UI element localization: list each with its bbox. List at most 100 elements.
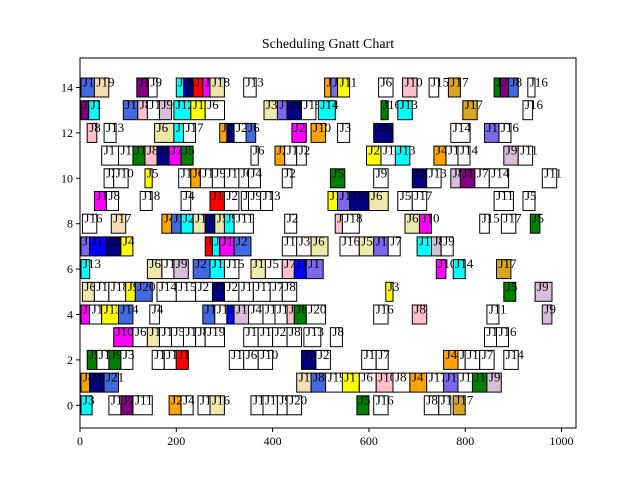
task-bar [373, 304, 389, 325]
task-label: J8 [414, 302, 426, 317]
task-label: J1 [104, 143, 116, 158]
task-label: J14 [453, 120, 472, 135]
task-label: J6 [253, 143, 265, 158]
task-bar [113, 168, 129, 189]
task-label: J8 [198, 324, 210, 339]
task-bar [209, 395, 225, 416]
task-label: J3 [340, 120, 352, 135]
task-label: J2 [284, 165, 296, 180]
task-label: J13 [246, 75, 264, 90]
y-tick-label: 14 [61, 81, 73, 95]
task-bar [503, 281, 517, 302]
task-label: J6 [246, 347, 258, 362]
task-label: J2 [236, 233, 248, 248]
task-bar [159, 100, 172, 121]
task-label: J4 [183, 188, 195, 203]
task-label: J6 [84, 279, 96, 294]
task-label: J4 [436, 143, 448, 158]
x-tick-label: 0 [77, 434, 83, 448]
task-bar [498, 122, 512, 143]
task-bar [118, 304, 134, 325]
task-label: J9 [227, 211, 239, 226]
task-bar [175, 349, 189, 370]
task-label: J5 [532, 211, 544, 226]
task-label: J4 [251, 302, 263, 317]
y-tick-label: 4 [67, 308, 73, 322]
task-bar [310, 122, 327, 143]
task-bar [303, 327, 322, 348]
task-bar [204, 327, 225, 348]
task-label: J9 [544, 302, 556, 317]
task-bar [541, 304, 553, 325]
task-label: J1 [344, 370, 356, 385]
task-bar [120, 236, 134, 257]
task-label: J11 [236, 211, 254, 226]
task-bar [522, 191, 536, 211]
x-tick-label: 400 [264, 434, 282, 448]
task-bar [301, 100, 317, 121]
task-bar [447, 77, 461, 98]
task-bar [173, 259, 189, 280]
task-bar [428, 77, 440, 98]
task-label: J2 [287, 211, 299, 226]
task-label: J2 [299, 143, 311, 158]
task-label: J18 [142, 188, 160, 203]
task-label: J9 [150, 75, 162, 90]
task-bar [527, 77, 536, 98]
task-bar [452, 395, 466, 416]
task-bar [341, 213, 360, 234]
task-bar [452, 259, 466, 280]
task-label: J4 [251, 165, 263, 180]
task-bar [496, 327, 509, 348]
task-bar [132, 395, 153, 416]
task-label: J5 [525, 188, 537, 203]
task-bar [296, 145, 307, 166]
task-label: J7 [482, 347, 494, 362]
task-label: J8 [313, 370, 325, 385]
task-bar [411, 191, 428, 211]
task-label: J17 [414, 188, 433, 203]
task-label: J2 [106, 165, 118, 180]
task-label: J8 [89, 120, 101, 135]
task-bar [385, 281, 394, 302]
task-label: J8 [332, 324, 344, 339]
task-label: J9 [128, 279, 140, 294]
task-label: J15 [178, 279, 196, 294]
task-bar [233, 236, 252, 257]
task-label: J3 [123, 347, 135, 362]
task-label: J8 [511, 75, 523, 90]
task-label: J17 [450, 75, 469, 90]
task-bar [180, 145, 194, 166]
task-bar [80, 259, 91, 280]
task-label: J5 [183, 143, 195, 158]
task-bar [329, 168, 346, 189]
task-bar [286, 395, 303, 416]
task-label: J13 [104, 302, 122, 317]
task-label: J1 [92, 233, 104, 248]
task-label: J11 [135, 392, 153, 407]
y-axis: 0 2 4 6 8 10 12 14 [61, 81, 80, 412]
task-bar [337, 122, 351, 143]
task-label: J3 [299, 233, 311, 248]
y-tick-label: 2 [67, 353, 73, 367]
task-bar [284, 213, 298, 234]
task-bar [488, 168, 510, 189]
x-axis: 0 200 400 600 800 1000 [77, 428, 574, 448]
task-bar [209, 77, 225, 98]
task-bar [305, 304, 327, 325]
task-bar [522, 100, 534, 121]
task-label: J5 [83, 302, 95, 317]
task-label: J4 [446, 347, 458, 362]
task-label: J13 [106, 120, 124, 135]
task-bar [281, 281, 298, 302]
task-bar [517, 145, 534, 166]
task-label: J5 [89, 347, 101, 362]
task-label: J11 [520, 143, 538, 158]
task-label: J6 [371, 188, 383, 203]
task-label: J10 [438, 256, 456, 271]
task-label: J5 [506, 279, 518, 294]
task-bar [493, 191, 514, 211]
task-label: J13 [429, 165, 447, 180]
task-label: J10 [405, 75, 423, 90]
